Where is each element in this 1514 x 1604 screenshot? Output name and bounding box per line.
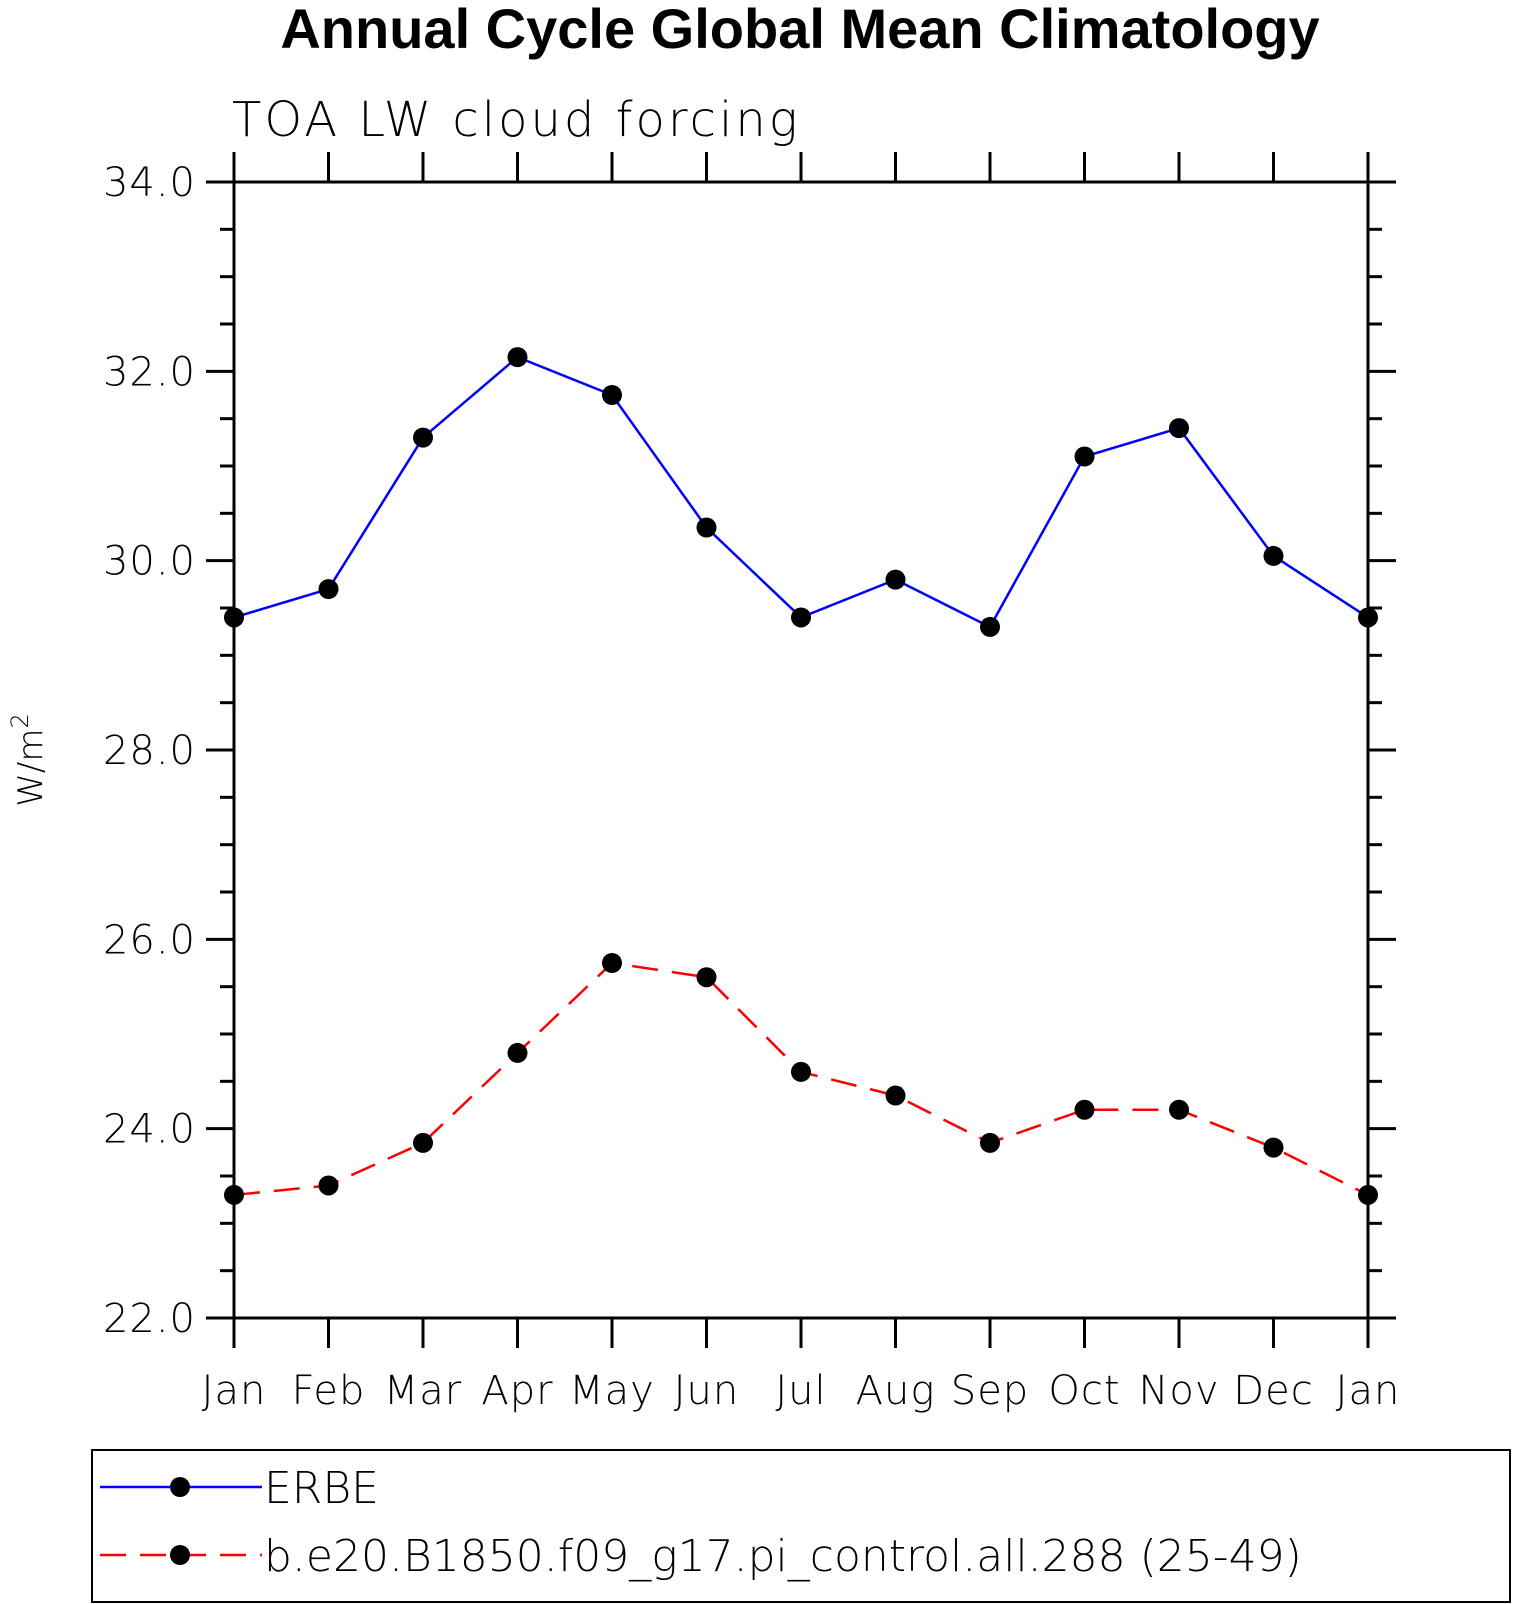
chart-subtitle: TOA LW cloud forcing: [232, 92, 801, 148]
x-tick-label: Feb: [292, 1368, 366, 1414]
series-1-point: [602, 953, 622, 973]
y-tick-label: 32.0: [103, 349, 196, 395]
legend: ERBE b.e20.B1850.f09_g17.pi_control.all.2…: [91, 1449, 1511, 1603]
series-line-0: [233, 355, 1369, 629]
series-layer: [224, 347, 1378, 1205]
series-1-point: [413, 1132, 433, 1153]
series-1-point: [791, 1061, 811, 1082]
series-1-point: [980, 1132, 1000, 1153]
axis-ticks: [206, 152, 1396, 1348]
y-tick-label: 26.0: [103, 917, 196, 963]
x-tick-label: Jun: [674, 1368, 740, 1414]
legend-box: [91, 1449, 1511, 1603]
y-tick-label: 34.0: [103, 160, 196, 206]
series-0-point: [885, 569, 906, 590]
x-tick-label: Dec: [1233, 1368, 1313, 1414]
series-0-point: [1358, 607, 1378, 628]
series-0-point: [602, 385, 622, 405]
y-tick-label: 22.0: [103, 1296, 196, 1342]
x-tick-labels: Jan Feb Mar Apr May Jun Jul Aug Sep Oct Nov Dec Jan: [202, 1368, 1401, 1414]
legend-label-1: b.e20.B1850.f09_g17.pi_control.all.288 (…: [264, 1531, 1302, 1582]
series-0-point: [224, 607, 244, 628]
x-tick-label: Aug: [856, 1368, 936, 1414]
series-0-point: [696, 517, 717, 538]
x-tick-label: Jan: [202, 1368, 267, 1414]
series-0-point: [1169, 418, 1189, 439]
series-1-point: [224, 1184, 244, 1205]
y-axis-label: W/m: [11, 729, 51, 807]
series-1-point: [1358, 1184, 1378, 1205]
x-tick-label: Mar: [384, 1368, 462, 1414]
series-0-point: [318, 579, 339, 600]
series-1-point: [1074, 1099, 1095, 1120]
series-1-point: [1263, 1137, 1284, 1158]
series-1-point: [318, 1175, 339, 1196]
series-1-point: [507, 1042, 528, 1063]
x-tick-label: Apr: [481, 1368, 553, 1414]
plot-frame: [232, 180, 1370, 1320]
legend-marker-1: [170, 1545, 190, 1565]
legend-marker-0: [170, 1477, 190, 1497]
series-0-point: [980, 616, 1000, 637]
series-1-point: [1169, 1099, 1189, 1120]
series-0-point: [413, 427, 433, 448]
y-axis-label-superscript: 2: [6, 713, 34, 728]
series-1-point: [885, 1085, 906, 1106]
series-0-point: [791, 607, 811, 628]
legend-label-0: ERBE: [264, 1463, 379, 1514]
y-tick-label: 30.0: [103, 539, 196, 585]
x-tick-label: Oct: [1048, 1368, 1120, 1414]
chart-title: Annual Cycle Global Mean Climatology: [280, 0, 1319, 60]
y-axis-title: W/m2: [6, 713, 51, 806]
y-tick-label: 24.0: [103, 1107, 196, 1153]
series-1-point: [696, 967, 717, 988]
x-tick-label: Nov: [1138, 1368, 1219, 1414]
series-0-point: [1263, 545, 1284, 566]
y-tick-labels: 22.0 24.0 26.0 28.0 30.0 32.0 34.0: [103, 160, 196, 1342]
x-tick-label: May: [569, 1368, 655, 1414]
svg-text:W/m2: W/m2: [6, 713, 51, 806]
series-0-point: [1074, 446, 1095, 467]
x-tick-label: Jan: [1336, 1368, 1401, 1414]
series-0-point: [507, 347, 528, 368]
x-tick-label: Jul: [775, 1368, 826, 1414]
y-tick-label: 28.0: [103, 728, 196, 774]
x-tick-label: Sep: [951, 1368, 1029, 1414]
